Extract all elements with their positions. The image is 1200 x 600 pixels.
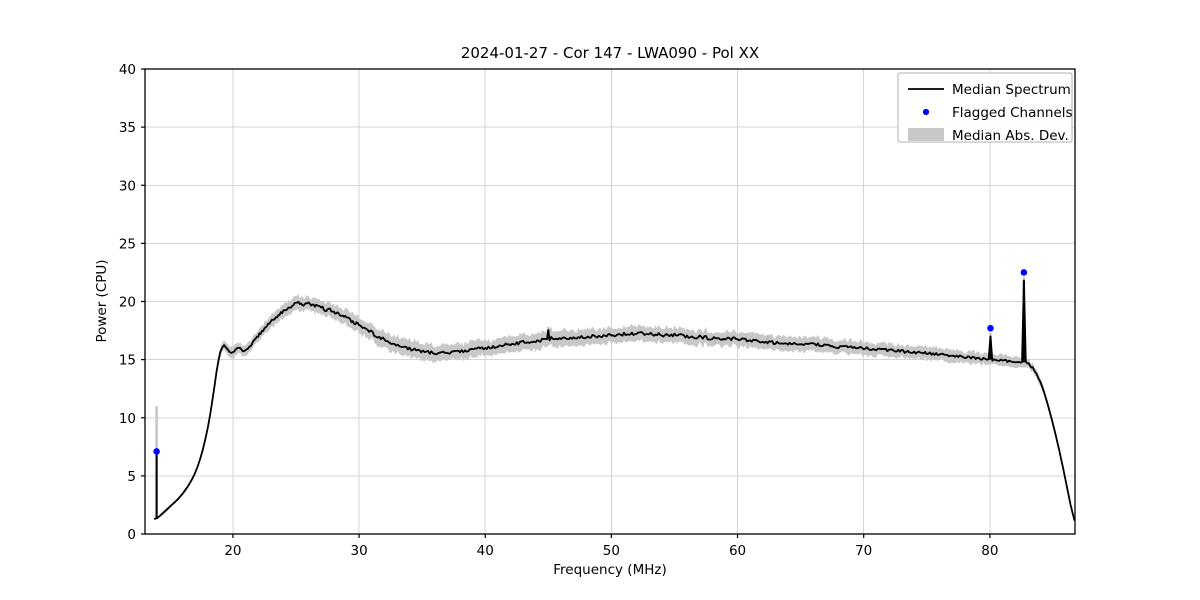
legend-label-median-abs-dev: Median Abs. Dev. xyxy=(952,128,1069,144)
flagged-channel-point-2 xyxy=(1021,269,1028,276)
y-tick-label: 0 xyxy=(127,527,136,543)
flagged-channel-point-1 xyxy=(987,325,994,332)
x-tick-label: 60 xyxy=(729,543,746,559)
x-tick-label: 80 xyxy=(981,543,998,559)
y-tick-label: 5 xyxy=(127,469,136,485)
x-tick-label: 70 xyxy=(855,543,872,559)
x-tick-label: 40 xyxy=(477,543,494,559)
y-tick-label: 25 xyxy=(119,236,136,252)
legend: Median Spectrum Flagged Channels Median … xyxy=(898,73,1073,144)
y-tick-label: 20 xyxy=(119,295,136,311)
flagged-channel-point-0 xyxy=(153,448,160,455)
x-tick-label: 50 xyxy=(603,543,620,559)
y-tick-label: 15 xyxy=(119,353,136,369)
legend-patch-swatch xyxy=(908,128,944,141)
page-title: 2024-01-27 - Cor 147 - LWA090 - Pol XX xyxy=(461,44,759,62)
y-tick-label: 30 xyxy=(119,178,136,194)
legend-label-median-spectrum: Median Spectrum xyxy=(952,82,1071,98)
legend-label-flagged-channels: Flagged Channels xyxy=(952,105,1073,121)
x-tick-label: 30 xyxy=(350,543,367,559)
x-axis-label: Frequency (MHz) xyxy=(553,562,666,578)
y-tick-label: 10 xyxy=(119,411,136,427)
spectrum-plot: 20 30 40 50 60 70 80 0 5 10 15 20 25 30 35 40 Frequenc… xyxy=(0,0,1200,600)
y-axis-ticks: 0 5 10 15 20 25 30 35 40 xyxy=(119,62,145,543)
x-tick-label: 20 xyxy=(224,543,241,559)
legend-marker-swatch xyxy=(923,109,929,115)
y-axis-label: Power (CPU) xyxy=(94,259,110,342)
x-axis-ticks: 20 30 40 50 60 70 80 xyxy=(224,534,998,559)
figure-canvas: 20 30 40 50 60 70 80 0 5 10 15 20 25 30 35 40 Frequenc… xyxy=(0,0,1200,600)
y-tick-label: 35 xyxy=(119,120,136,136)
y-tick-label: 40 xyxy=(119,62,136,78)
